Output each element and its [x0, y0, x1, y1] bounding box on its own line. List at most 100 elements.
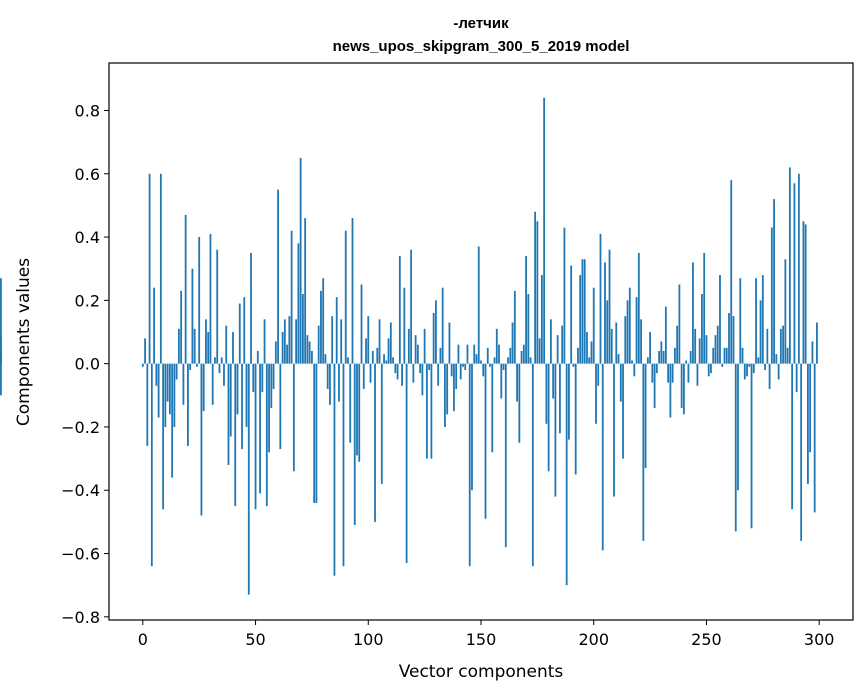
- bar: [737, 363, 739, 491]
- chart-title-line-1: -летчик: [453, 15, 509, 32]
- bar: [660, 341, 663, 364]
- bar: [439, 347, 442, 364]
- bar: [398, 256, 401, 364]
- bar: [430, 363, 433, 459]
- bar: [651, 363, 654, 383]
- bar: [146, 363, 149, 446]
- bar: [522, 344, 525, 364]
- bar: [168, 363, 171, 415]
- bar: [779, 328, 782, 364]
- bar: [200, 363, 203, 516]
- bar: [453, 363, 455, 412]
- bar: [175, 363, 178, 380]
- bar: [421, 363, 424, 396]
- bar: [477, 246, 480, 364]
- bar: [259, 363, 261, 494]
- bar: [324, 354, 327, 364]
- bar: [604, 262, 606, 364]
- bar: [475, 354, 478, 364]
- bar: [739, 278, 742, 364]
- bar: [685, 360, 688, 364]
- bar: [529, 357, 532, 364]
- bar: [610, 328, 613, 364]
- bar: [482, 363, 485, 377]
- bar: [568, 363, 570, 440]
- bar: [664, 306, 667, 364]
- bar: [531, 363, 534, 567]
- bar: [628, 287, 631, 364]
- bar: [723, 347, 726, 364]
- x-tick-label: 50: [245, 630, 265, 649]
- bar: [220, 357, 223, 364]
- bar: [444, 363, 446, 427]
- bar: [369, 363, 372, 383]
- bar: [642, 363, 645, 541]
- bar: [752, 363, 755, 374]
- bar: [315, 363, 318, 503]
- bar: [504, 363, 507, 548]
- bar: [721, 363, 724, 367]
- x-tick-label: 150: [466, 630, 497, 649]
- y-tick-label: −0.6: [61, 545, 100, 564]
- bar: [673, 347, 676, 364]
- bar: [592, 287, 595, 364]
- bar: [743, 363, 746, 380]
- bar: [797, 173, 800, 364]
- bar: [667, 363, 670, 383]
- bar: [761, 275, 764, 364]
- y-axis-ticks: −0.8 −0.6 −0.4 −0.2 0.0 0.2 0.4 0.6 0.8: [61, 101, 109, 627]
- bar: [491, 363, 494, 453]
- bar: [180, 290, 183, 364]
- bar: [520, 350, 523, 364]
- bar: [480, 360, 482, 364]
- bar: [622, 363, 624, 459]
- bar: [635, 297, 638, 364]
- bar: [468, 363, 471, 567]
- bar: [748, 363, 751, 367]
- bar: [543, 97, 546, 364]
- bar: [473, 344, 476, 364]
- bar: [489, 363, 491, 367]
- bar: [498, 344, 500, 364]
- bar: [509, 347, 512, 364]
- bar: [234, 363, 237, 507]
- bar: [331, 316, 334, 364]
- bar: [495, 328, 498, 364]
- bar: [719, 275, 721, 364]
- y-tick-label: −0.4: [61, 481, 100, 500]
- bar: [295, 319, 298, 364]
- bar: [378, 319, 381, 364]
- bar: [705, 335, 708, 364]
- bar: [367, 316, 370, 364]
- bar: [288, 316, 291, 364]
- bar: [770, 227, 773, 364]
- bar: [617, 354, 620, 364]
- bar: [272, 363, 275, 389]
- bar: [412, 363, 415, 383]
- bar: [649, 332, 651, 364]
- bar: [525, 256, 527, 364]
- bar: [701, 294, 703, 364]
- bar: [775, 354, 778, 364]
- bar: [216, 249, 219, 364]
- bar: [333, 363, 336, 576]
- bar: [376, 347, 379, 364]
- bar: [538, 338, 541, 364]
- bar: [347, 357, 349, 364]
- bar: [671, 363, 674, 383]
- bar: [403, 287, 406, 364]
- bar: [159, 173, 162, 364]
- bar: [764, 363, 766, 370]
- bar: [214, 357, 216, 364]
- bar: [202, 363, 205, 412]
- bar: [759, 300, 762, 364]
- bar: [141, 363, 144, 367]
- bar: [459, 363, 462, 380]
- bar: [563, 227, 566, 364]
- bar: [800, 363, 803, 541]
- bar: [549, 319, 552, 364]
- bar: [466, 344, 469, 364]
- bar: [777, 363, 780, 380]
- x-tick-label: 300: [804, 630, 835, 649]
- bar: [559, 363, 561, 434]
